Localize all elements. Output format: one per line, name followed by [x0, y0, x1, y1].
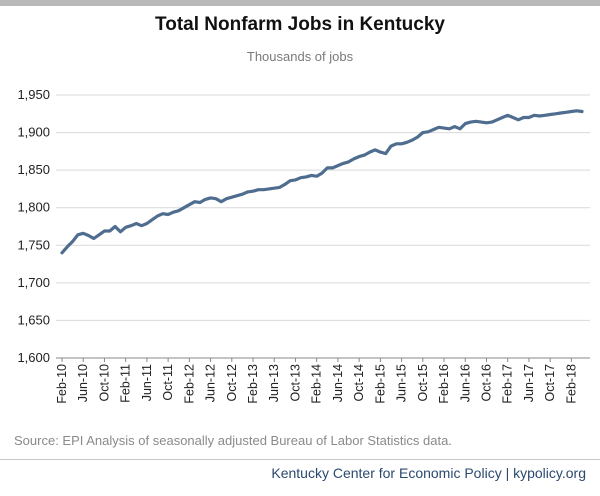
x-tick-label: Feb-17	[501, 364, 515, 404]
x-tick-label: Oct-14	[352, 364, 366, 402]
x-tick-label: Oct-15	[416, 364, 430, 402]
y-tick-label: 1,600	[17, 350, 50, 365]
y-tick-label: 1,650	[17, 312, 50, 327]
x-tick-label: Jun-16	[458, 364, 472, 402]
footer-credit: Kentucky Center for Economic Policy | ky…	[271, 465, 586, 481]
chart-title: Total Nonfarm Jobs in Kentucky	[155, 14, 445, 35]
x-tick-label: Feb-16	[437, 364, 451, 404]
x-tick-label: Oct-16	[479, 364, 493, 402]
bottom-rule	[0, 459, 600, 460]
y-tick-label: 1,750	[17, 237, 50, 252]
x-tick-label: Feb-11	[119, 364, 133, 403]
x-tick-label: Feb-10	[55, 364, 69, 404]
y-tick-label: 1,800	[17, 200, 50, 215]
y-tick-label: 1,700	[17, 275, 50, 290]
x-tick-label: Jun-17	[522, 364, 536, 402]
x-tick-label: Jun-15	[395, 364, 409, 402]
x-tick-label: Feb-12	[182, 364, 196, 404]
y-tick-label: 1,950	[17, 87, 50, 102]
series-line	[60, 109, 584, 255]
x-tick-label: Jun-11	[140, 364, 154, 401]
x-tick-label: Feb-13	[246, 364, 260, 404]
x-tick-label: Oct-10	[97, 364, 111, 402]
y-tick-label: 1,900	[17, 125, 50, 140]
x-tick-label: Jun-13	[267, 364, 281, 402]
x-tick-label: Jun-12	[204, 364, 218, 402]
x-tick-label: Feb-15	[373, 364, 387, 404]
x-tick-label: Feb-14	[310, 364, 324, 404]
top-rule	[0, 0, 600, 6]
chart-subtitle: Thousands of jobs	[246, 49, 354, 64]
x-tick-label: Jun-10	[76, 364, 90, 402]
x-tick-label: Jun-14	[331, 364, 345, 402]
x-tick-label: Oct-11	[161, 364, 175, 401]
line-chart: 1,600 1,650 1,700 1,750 1,800 1,850 1,900 1,950…	[17, 87, 590, 404]
x-tick-label: Oct-13	[288, 364, 302, 402]
x-tick-label: Oct-17	[543, 364, 557, 402]
y-tick-label: 1,850	[17, 162, 50, 177]
x-tick-label: Feb-18	[564, 364, 578, 404]
x-tick-label: Oct-12	[225, 364, 239, 402]
source-note: Source: EPI Analysis of seasonally adjus…	[14, 433, 452, 448]
